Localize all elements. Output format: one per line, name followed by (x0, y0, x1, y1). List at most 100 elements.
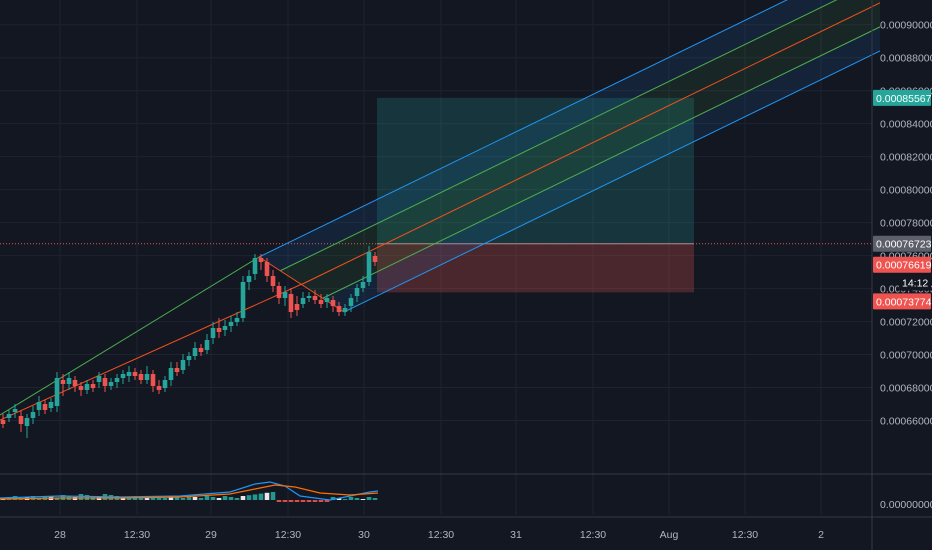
price-badges: 0.00085567 0.00076723 0.00076619 14:12 0.000… (873, 89, 932, 310)
macd-hist-28 (168, 496, 174, 500)
macd-hist-59 (354, 498, 360, 500)
channel-line-3 (322, 26, 881, 299)
price-tick-label: 0.00084000 (880, 119, 932, 131)
last-price-badge: 0.00076723 (876, 239, 932, 251)
candle-body-11 (66, 378, 72, 384)
candle-body-60 (360, 282, 366, 288)
time-tick-label: 12:30 (275, 529, 301, 541)
candle-body-18 (108, 382, 114, 386)
price-tick-label: 0.00068000 (880, 383, 932, 395)
price-tick-label: 0.00066000 (880, 416, 932, 428)
candle-body-54 (324, 298, 330, 302)
pitchfork-channel (0, 0, 881, 421)
stop-zone (377, 243, 694, 293)
candle-body-58 (348, 298, 354, 306)
candle-body-5 (30, 412, 36, 418)
macd-hist-30 (180, 498, 186, 500)
candle-body-28 (168, 368, 174, 380)
macd-hist-62 (372, 498, 378, 500)
candle-body-4 (24, 418, 30, 426)
candle-body-3 (18, 416, 24, 424)
candle-body-6 (36, 402, 42, 410)
last-price-badge-bg (873, 235, 931, 252)
macd-hist-60 (360, 499, 366, 500)
macd-hist-33 (198, 498, 204, 500)
candle-body-12 (72, 380, 78, 386)
macd-hist-47 (282, 500, 288, 502)
countdown-label: 14:12 (902, 278, 928, 290)
macd-hist-26 (156, 497, 162, 500)
price-tick-label: 0.00090000 (880, 20, 932, 32)
candle-body-38 (228, 322, 234, 326)
time-tick-label: 12:30 (580, 529, 606, 541)
macd-hist-41 (246, 495, 252, 500)
candle-body-43 (258, 258, 264, 262)
channel-line-0 (258, 0, 788, 258)
macd-hist-6 (36, 498, 42, 500)
candle-body-33 (198, 348, 204, 352)
candle-body-10 (60, 380, 66, 384)
candle-body-46 (276, 286, 282, 298)
candle-body-8 (48, 402, 54, 408)
candle-body-2 (12, 409, 18, 412)
macd-hist-13 (78, 494, 84, 500)
time-tick-label: 12:30 (124, 529, 150, 541)
macd-hist-23 (138, 497, 144, 500)
macd-hist-44 (264, 492, 270, 500)
candle-body-48 (288, 294, 294, 312)
macd-hist-9 (54, 498, 60, 500)
candle-body-13 (78, 386, 84, 390)
channel-band-3 (322, 26, 880, 312)
grid-lines (0, 0, 872, 515)
macd-zero-label: 0.00000000 (880, 499, 932, 511)
candle-body-20 (120, 374, 126, 378)
candle-body-59 (354, 288, 360, 296)
channel-line-1 (280, 0, 838, 272)
price-tick-label: 0.00082000 (880, 152, 932, 164)
candle-body-21 (126, 372, 132, 376)
target-price-badge-bg (873, 89, 931, 106)
candle-body-30 (180, 360, 186, 370)
macd-line (0, 481, 379, 501)
candle-body-52 (312, 296, 318, 300)
macd-hist-37 (222, 496, 228, 500)
candle-body-36 (216, 328, 222, 332)
candle-body-40 (240, 282, 246, 318)
macd-hist-32 (192, 497, 198, 500)
target-price-badge: 0.00085567 (876, 93, 932, 105)
candle-body-29 (174, 368, 180, 372)
macd-hist-35 (210, 497, 216, 500)
candle-body-31 (186, 356, 192, 360)
stop-price-badge-bg (873, 293, 931, 310)
macd-pane (0, 473, 932, 502)
macd-hist-46 (276, 500, 282, 502)
channel-band-2 (301, 2, 880, 299)
candles (0, 246, 378, 438)
candle-body-17 (102, 378, 108, 386)
candle-body-34 (204, 340, 210, 350)
candle-body-14 (84, 384, 90, 390)
countdown-bg (899, 274, 931, 291)
candle-body-27 (162, 380, 168, 388)
candle-body-44 (264, 262, 270, 276)
price-tick-label: 0.00070000 (880, 350, 932, 362)
macd-hist-36 (216, 498, 222, 500)
candle-body-50 (300, 298, 306, 304)
macd-hist-42 (252, 494, 258, 500)
entry-price-badge-bg (873, 256, 931, 273)
candle-body-1 (6, 414, 12, 418)
candle-body-19 (114, 378, 120, 382)
candle-body-26 (156, 386, 162, 390)
time-tick-label: Aug (660, 529, 679, 541)
macd-hist-38 (228, 497, 234, 500)
candle-body-61 (366, 252, 372, 282)
price-tick-label: 0.00072000 (880, 317, 932, 329)
macd-hist-21 (126, 498, 132, 500)
candle-body-0 (0, 420, 6, 424)
time-tick-label: 28 (54, 529, 66, 541)
macd-hist-24 (144, 498, 150, 500)
time-tick-label: 30 (358, 529, 370, 541)
macd-hist-56 (336, 498, 342, 500)
